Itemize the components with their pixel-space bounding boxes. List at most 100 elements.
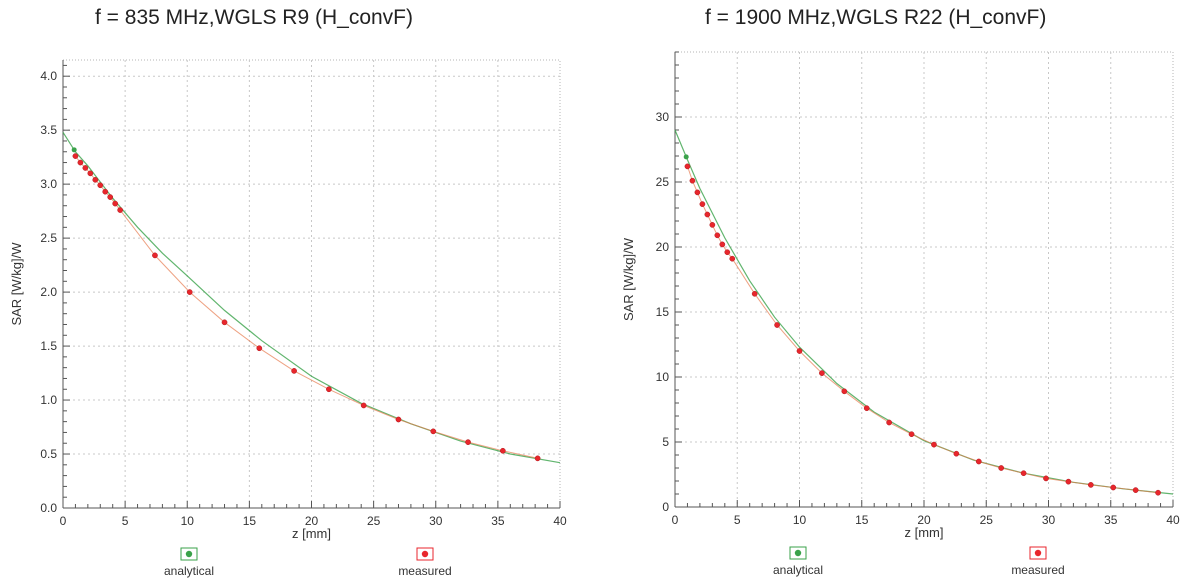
y-axis-label: SAR [W/kg]/W bbox=[9, 242, 24, 326]
measured-point bbox=[1043, 475, 1049, 482]
legend-marker bbox=[185, 550, 193, 558]
measured-point bbox=[291, 368, 297, 374]
measured-point bbox=[975, 458, 982, 465]
x-tick-label: 15 bbox=[855, 513, 869, 527]
measured-point bbox=[152, 252, 158, 259]
x-tick-label: 40 bbox=[553, 514, 567, 528]
y-tick-label: 2.5 bbox=[40, 231, 57, 245]
x-tick-label: 35 bbox=[491, 514, 505, 528]
y-tick-label: 0.0 bbox=[40, 501, 57, 515]
measured-point bbox=[221, 319, 228, 326]
measured-point bbox=[256, 345, 263, 352]
x-tick-label: 0 bbox=[672, 513, 679, 527]
x-tick-label: 30 bbox=[1042, 513, 1056, 527]
x-tick-label: 5 bbox=[122, 514, 129, 528]
measured-point bbox=[998, 465, 1005, 471]
analytical-point bbox=[683, 154, 689, 160]
legend-measured-label: measured bbox=[1011, 563, 1064, 577]
measured-point bbox=[1110, 484, 1117, 491]
analytical-curve bbox=[62, 131, 561, 464]
y-tick-label: 25 bbox=[656, 175, 670, 189]
x-tick-label: 15 bbox=[243, 514, 257, 528]
measured-point bbox=[931, 441, 937, 448]
measured-point bbox=[97, 182, 104, 189]
measured-point bbox=[704, 211, 711, 218]
analytical-curve bbox=[674, 129, 1174, 495]
y-tick-label: 3.0 bbox=[40, 177, 57, 191]
y-tick-label: 3.5 bbox=[40, 123, 57, 137]
legend-marker bbox=[794, 549, 802, 557]
measured-point bbox=[465, 439, 471, 445]
measured-point bbox=[326, 386, 332, 393]
measured-point bbox=[724, 249, 731, 256]
measured-point bbox=[841, 388, 848, 395]
measured-point bbox=[430, 428, 437, 435]
measured-point bbox=[709, 222, 716, 228]
measured-point bbox=[1020, 470, 1027, 477]
measured-point bbox=[92, 176, 99, 183]
x-tick-label: 20 bbox=[917, 513, 931, 527]
measured-point bbox=[774, 322, 780, 328]
legend-marker bbox=[421, 550, 429, 558]
measured-point bbox=[499, 447, 506, 454]
x-tick-label: 35 bbox=[1104, 513, 1118, 527]
y-axis-label: SAR [W/kg]/W bbox=[621, 237, 636, 321]
plot-area bbox=[62, 59, 561, 509]
y-tick-label: 30 bbox=[656, 110, 670, 124]
measured-point bbox=[1065, 478, 1072, 485]
measured-point bbox=[102, 188, 109, 195]
y-tick-label: 5 bbox=[662, 435, 669, 449]
x-tick-label: 20 bbox=[305, 514, 319, 528]
measured-point bbox=[186, 289, 193, 295]
x-tick-label: 30 bbox=[429, 514, 443, 528]
y-tick-label: 0.5 bbox=[40, 447, 57, 461]
measured-point bbox=[112, 200, 119, 207]
y-tick-label: 20 bbox=[656, 240, 670, 254]
x-tick-label: 25 bbox=[980, 513, 994, 527]
x-axis-label: z [mm] bbox=[905, 525, 944, 540]
measured-point bbox=[819, 370, 825, 376]
measured-point bbox=[694, 189, 701, 196]
measured-point bbox=[77, 159, 84, 166]
chart-title-1900mhz: f = 1900 MHz,WGLS R22 (H_convF) bbox=[705, 6, 1047, 29]
legend-analytical-label: analytical bbox=[164, 564, 214, 578]
y-tick-label: 15 bbox=[656, 305, 670, 319]
y-tick-label: 1.0 bbox=[40, 393, 57, 407]
x-tick-label: 25 bbox=[367, 514, 381, 528]
y-tick-label: 10 bbox=[656, 370, 670, 384]
analytical-point bbox=[71, 147, 77, 153]
measured-point bbox=[72, 153, 79, 159]
legend-marker bbox=[1034, 549, 1042, 557]
y-tick-label: 2.0 bbox=[40, 285, 57, 299]
measured-curve bbox=[75, 155, 538, 459]
y-tick-label: 4.0 bbox=[40, 69, 57, 83]
measured-point bbox=[82, 165, 89, 171]
measured-point bbox=[953, 450, 960, 457]
measured-point bbox=[719, 241, 726, 248]
measured-point bbox=[684, 163, 691, 170]
chart-1900mhz: 0 5 10 15 20 25 30 35 40 0 5 10 15 20 25 30 z [mm] SAR [W… bbox=[621, 51, 1180, 577]
chart-title-835mhz: f = 835 MHz,WGLS R9 (H_convF) bbox=[95, 6, 414, 29]
measured-point bbox=[87, 170, 94, 177]
x-tick-label: 10 bbox=[181, 514, 195, 528]
measured-point bbox=[689, 177, 696, 184]
y-tick-label: 1.5 bbox=[40, 339, 57, 353]
x-tick-label: 0 bbox=[60, 514, 67, 528]
measured-point bbox=[534, 455, 541, 462]
measured-point bbox=[908, 431, 915, 438]
measured-point bbox=[360, 402, 367, 409]
x-tick-label: 10 bbox=[793, 513, 807, 527]
measured-point bbox=[796, 348, 803, 354]
measured-point bbox=[117, 207, 124, 213]
measured-point bbox=[729, 255, 736, 262]
measured-point bbox=[699, 201, 706, 207]
measured-point bbox=[395, 416, 402, 423]
legend-analytical-label: analytical bbox=[773, 563, 823, 577]
x-tick-label: 5 bbox=[734, 513, 741, 527]
measured-point bbox=[1087, 482, 1094, 488]
chart-835mhz: 0 5 10 15 20 25 30 35 40 0.0 0.5 1.0 1.5 2.0 2.5 3.0 3.5… bbox=[9, 59, 567, 578]
measured-point bbox=[1155, 489, 1161, 496]
measured-point bbox=[751, 290, 758, 297]
measured-point bbox=[1132, 487, 1139, 493]
measured-point bbox=[863, 405, 870, 412]
